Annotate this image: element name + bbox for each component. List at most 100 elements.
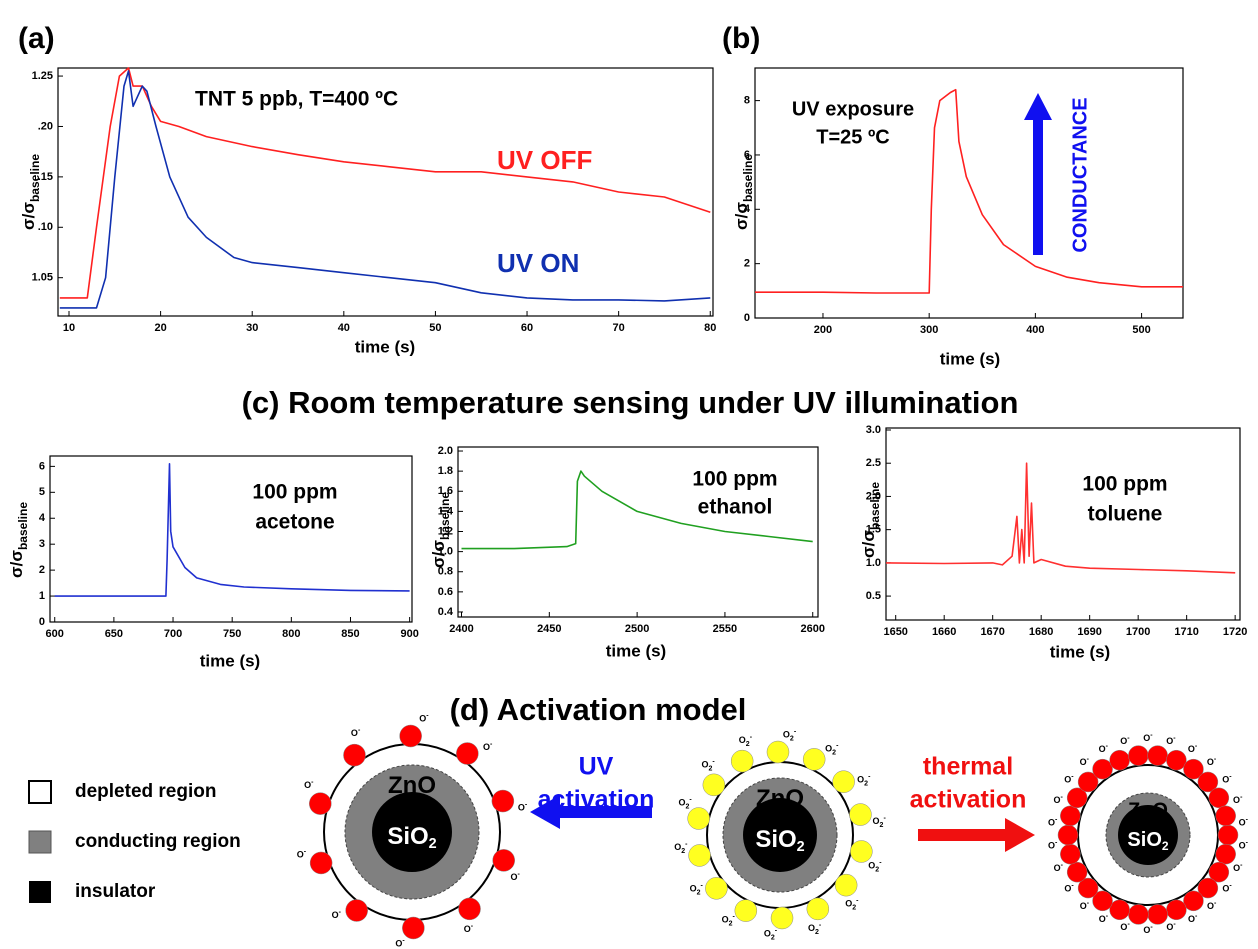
ion-label: O2- [739, 734, 753, 748]
ion-label: O- [1080, 756, 1090, 768]
ion-sup: - [819, 922, 822, 929]
ion-sup: - [1214, 900, 1217, 907]
ion-symbol: O [857, 775, 864, 785]
ion-symbol: O [825, 744, 832, 754]
x-tick-label: 800 [282, 628, 300, 640]
plot-frame [49, 455, 413, 623]
ion-label: O- [1166, 735, 1176, 747]
x-tick-label: 50 [429, 322, 441, 334]
core-main: SiO [1127, 829, 1161, 851]
ion-label: O2- [873, 815, 887, 829]
ion-symbol: O [739, 736, 746, 746]
annotation: TNT 5 ppb, T=400 ºC [195, 88, 398, 111]
ion-label: O2- [674, 841, 688, 855]
x-tick-label: 600 [46, 628, 64, 640]
plot-frame [754, 67, 1184, 319]
ion-symbol: O [1143, 733, 1150, 743]
ion-label: O- [1099, 743, 1109, 755]
adsorbed-ion [1109, 749, 1130, 771]
data-line [755, 88, 1183, 294]
ion-label: O- [332, 909, 342, 921]
ion-symbol: O [1099, 744, 1106, 754]
x-tick-label: 2550 [713, 623, 737, 635]
y-tick-label: 0 [39, 616, 45, 628]
ion-sub: 2 [875, 866, 879, 873]
ion-sup: - [1195, 743, 1198, 750]
insulator-core [372, 792, 452, 872]
ion-sup: - [1214, 756, 1217, 763]
ion-label: O- [1099, 913, 1109, 925]
x-tick-label: 60 [521, 322, 533, 334]
x-tick-label: 300 [920, 324, 938, 336]
data-line [54, 463, 410, 597]
ion-symbol: O [1207, 757, 1214, 767]
adsorbed-ion [1066, 787, 1088, 809]
ion-label: O- [1233, 794, 1243, 806]
adsorbed-ion [702, 773, 726, 797]
ion-label: O- [1222, 773, 1232, 785]
ion-sup: - [426, 712, 429, 719]
adsorbed-ion [1215, 805, 1236, 827]
ion-symbol: O [701, 760, 708, 770]
x-tick-label: 1650 [883, 626, 907, 638]
ion-symbol: O [1064, 884, 1071, 894]
ion-sup: - [304, 848, 307, 855]
y-tick-label: 2 [39, 564, 45, 576]
adsorbed-ion [1147, 745, 1168, 766]
ion-symbol: O [419, 714, 426, 724]
legend-label: insulator [75, 881, 156, 902]
insulator-core [743, 798, 817, 872]
core-sub: 2 [1162, 839, 1169, 853]
ion-sup: - [471, 923, 474, 930]
x-tick-label: 650 [105, 628, 123, 640]
plot-frame [57, 67, 714, 317]
ion-sup: - [490, 741, 493, 748]
y-axis-label-sub: baseline [16, 502, 30, 550]
ion-sup: - [1246, 816, 1249, 823]
y-axis-label: σ/σbaseline [429, 492, 452, 568]
adsorbed-ion [1147, 904, 1168, 925]
ion-sub: 2 [790, 735, 794, 742]
y-axis-label-sub: baseline [28, 154, 42, 202]
y-axis-label: σ/σbaseline [19, 154, 42, 230]
y-axis-label-sub: baseline [868, 482, 882, 530]
ion-label: O2- [678, 796, 692, 810]
annotation: CONDUCTANCE [1069, 97, 1091, 252]
ion-symbol: O [1120, 923, 1127, 933]
ion-label: O2- [722, 913, 736, 927]
y-axis-label-sub: baseline [438, 492, 452, 540]
ion-symbol: O [1222, 884, 1229, 894]
ion-sup: - [1240, 794, 1243, 801]
y-axis-label-main: σ/σ [19, 202, 38, 230]
arrow-label: activation [538, 786, 655, 814]
plot-frame [457, 446, 819, 618]
ion-sup: - [836, 742, 839, 749]
ion-label: O- [1233, 862, 1243, 874]
ion-sup: - [794, 728, 797, 735]
panel-label: (a) [18, 22, 55, 55]
ion-symbol: O [464, 924, 471, 934]
ion-sub: 2 [729, 920, 733, 927]
x-tick-label: 70 [613, 322, 625, 334]
core-main: SiO [387, 823, 428, 850]
ion-label: O- [1207, 756, 1217, 768]
ion-label: O- [1143, 732, 1153, 744]
ion-symbol: O [1048, 818, 1055, 828]
series-label: UV ON [497, 248, 579, 278]
y-tick-label: 2.0 [438, 445, 453, 457]
adsorbed-ion [834, 873, 858, 897]
ion-sub: 2 [880, 822, 884, 829]
y-tick-label: 6 [744, 149, 750, 161]
adsorbed-ion [734, 899, 758, 922]
y-axis-label-sub: baseline [741, 154, 755, 202]
chart: 600 650 700 750 800 850 900 0 1 2 3 4 5 6 time (s) σ/σb… [7, 455, 419, 670]
x-tick-label: 900 [400, 628, 418, 640]
x-tick-label: 1690 [1077, 626, 1101, 638]
shell-label: ZnO [756, 785, 804, 812]
ion-label: O- [1239, 816, 1249, 828]
ion-symbol: O [332, 910, 339, 920]
plot-frame [885, 427, 1241, 621]
ion-symbol: O [1239, 818, 1246, 828]
ion-sup: - [712, 758, 715, 765]
